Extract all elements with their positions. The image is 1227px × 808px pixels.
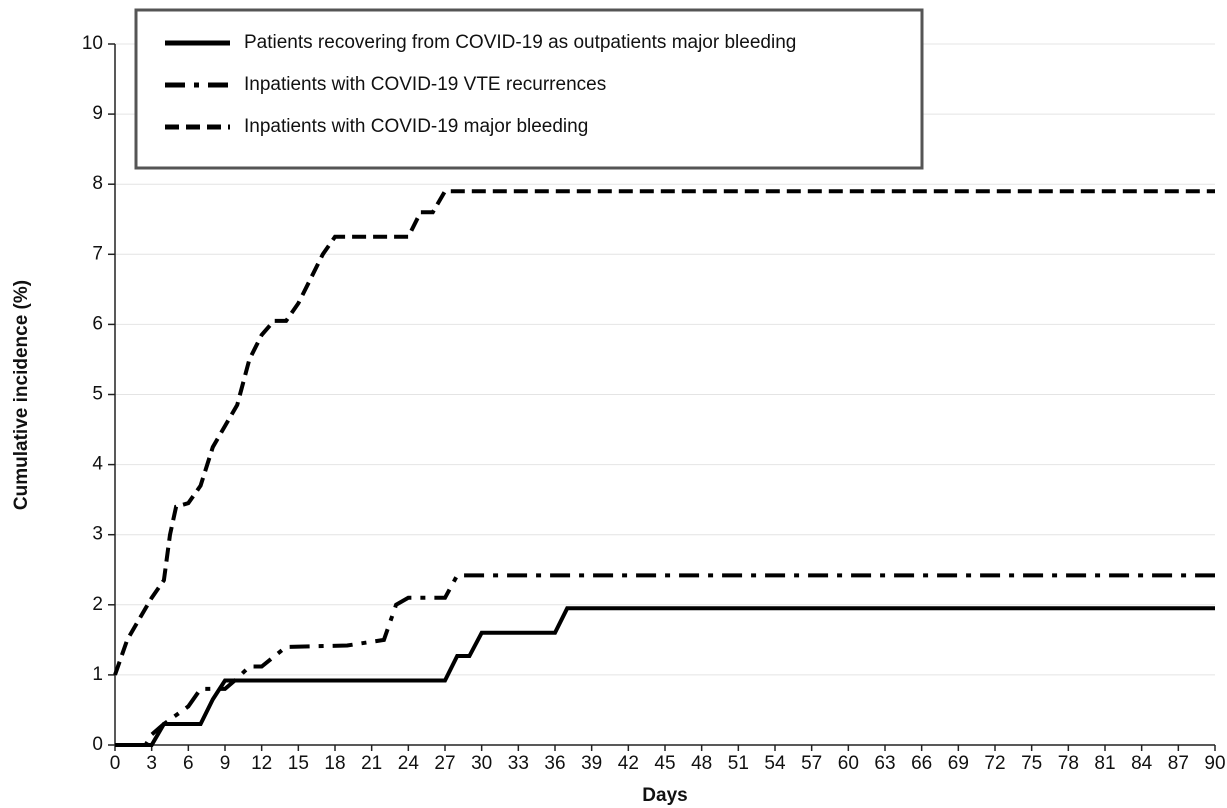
- y-tick-label: 1: [92, 664, 103, 685]
- x-tick-label: 69: [948, 753, 969, 774]
- y-tick-label: 10: [82, 33, 103, 54]
- series-line: [113, 189, 1215, 676]
- x-tick-label: 87: [1168, 753, 1189, 774]
- y-tick-label: 8: [92, 173, 103, 194]
- x-tick-label: 63: [874, 753, 895, 774]
- x-tick-label: 90: [1204, 753, 1225, 774]
- x-tick-label: 21: [361, 753, 382, 774]
- x-tick-label: 81: [1094, 753, 1115, 774]
- y-tick-label: 0: [92, 734, 103, 755]
- y-tick-label: 9: [92, 103, 103, 124]
- x-tick-label: 30: [471, 753, 492, 774]
- x-tick-label: 12: [251, 753, 272, 774]
- y-tick-label: 7: [92, 243, 103, 264]
- x-axis-title: Days: [642, 785, 687, 806]
- x-tick-label: 84: [1131, 753, 1153, 774]
- x-tick-label: 66: [911, 753, 932, 774]
- y-axis-title: Cumulative incidence (%): [11, 280, 32, 510]
- legend-box: [134, 8, 924, 170]
- x-tick-label: 27: [434, 753, 455, 774]
- x-tick-label: 36: [544, 753, 565, 774]
- x-tick-label: 54: [764, 753, 786, 774]
- series-line: [115, 573, 1215, 747]
- y-tick-label: 2: [92, 594, 103, 615]
- x-tick-label: 18: [324, 753, 345, 774]
- y-tick-label: 4: [92, 454, 103, 475]
- y-tick-label: 6: [92, 313, 103, 334]
- y-tick-label: 5: [92, 384, 103, 405]
- x-tick-label: 15: [288, 753, 309, 774]
- x-tick-label: 75: [1021, 753, 1042, 774]
- x-tick-label: 48: [691, 753, 712, 774]
- x-tick-label: 6: [183, 753, 194, 774]
- series-line: [115, 606, 1215, 747]
- legend-label: Patients recovering from COVID-19 as out…: [244, 32, 796, 53]
- x-tick-label: 57: [801, 753, 822, 774]
- legend-label: Inpatients with COVID-19 major bleeding: [244, 116, 588, 137]
- x-tick-label: 0: [110, 753, 121, 774]
- x-tick-label: 72: [984, 753, 1005, 774]
- y-tick-label: 3: [92, 524, 103, 545]
- x-tick-label: 60: [838, 753, 859, 774]
- legend-label: Inpatients with COVID-19 VTE recurrences: [244, 74, 606, 95]
- x-tick-label: 78: [1058, 753, 1079, 774]
- x-tick-label: 3: [146, 753, 157, 774]
- x-tick-label: 9: [220, 753, 231, 774]
- x-tick-label: 39: [581, 753, 602, 774]
- x-tick-label: 51: [728, 753, 749, 774]
- x-tick-label: 33: [508, 753, 529, 774]
- x-tick-label: 45: [654, 753, 675, 774]
- x-tick-label: 42: [618, 753, 639, 774]
- x-tick-label: 24: [398, 753, 420, 774]
